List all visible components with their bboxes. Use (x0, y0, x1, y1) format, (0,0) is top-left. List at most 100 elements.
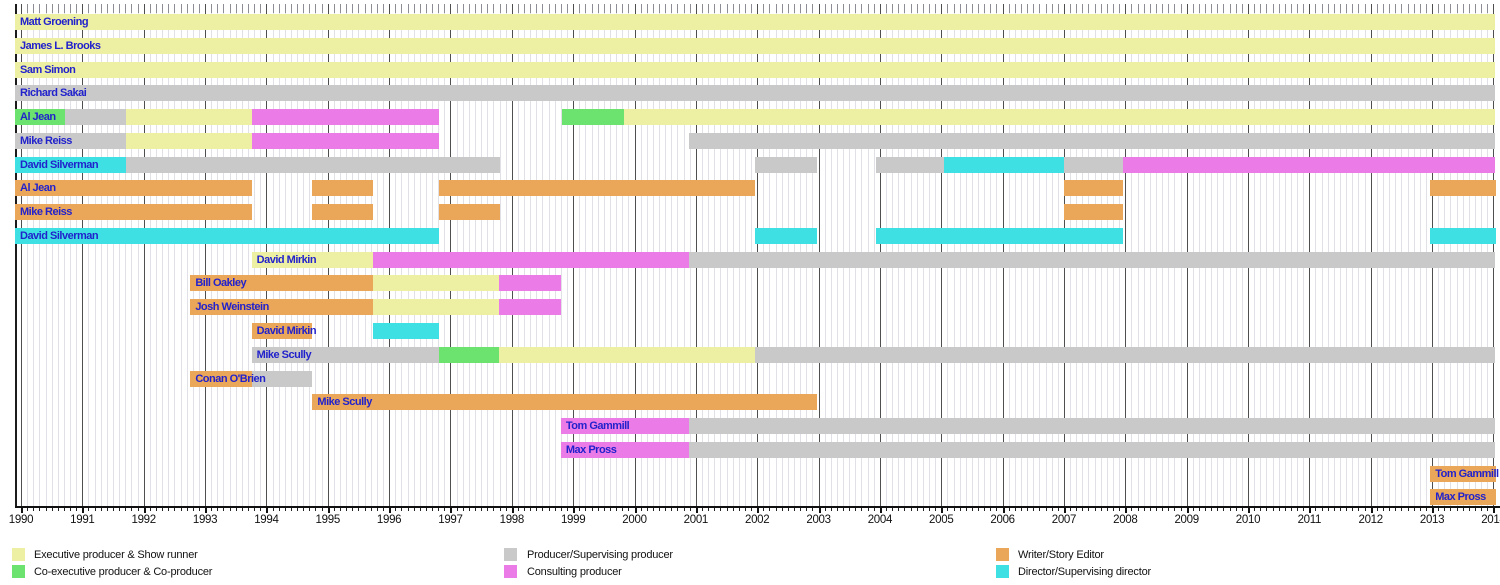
minor-top-tick (1241, 4, 1243, 13)
bar-segment-consulting-producer (1123, 156, 1495, 173)
minor-top-tick (1100, 4, 1102, 13)
axis-year-label: 2005 (929, 514, 954, 526)
axis-minor-tick (499, 507, 501, 511)
minor-top-tick (530, 4, 532, 13)
axis-minor-tick (51, 507, 53, 511)
minor-top-tick (321, 4, 323, 13)
axis-major-tick (695, 507, 698, 513)
minor-top-tick (1057, 4, 1059, 13)
axis-minor-tick (1039, 507, 1041, 511)
bar-segment-producer-supervising-producer (251, 370, 312, 387)
x-axis-line (15, 505, 1500, 508)
bar-label: Conan O'Brien (195, 372, 266, 385)
minor-top-tick (1119, 4, 1121, 13)
axis-minor-tick (137, 507, 139, 511)
bar-segment-consulting-producer (560, 418, 690, 435)
minor-top-tick (1413, 4, 1415, 13)
minor-gridline (113, 4, 115, 506)
minor-top-tick (1094, 4, 1096, 13)
axis-minor-tick (1321, 507, 1323, 511)
axis-minor-tick (1474, 507, 1476, 511)
minor-top-tick (57, 4, 59, 13)
minor-gridline (211, 4, 213, 506)
bar-segment-executive-producer-show-runner (372, 299, 499, 316)
axis-year-label: 2010 (1235, 514, 1261, 526)
minor-top-tick (855, 4, 857, 13)
minor-top-tick (333, 4, 335, 13)
bar-segment-executive-producer-show-runner (498, 346, 756, 363)
minor-top-tick (309, 4, 311, 13)
minor-top-tick (33, 4, 35, 13)
axis-minor-tick (1094, 507, 1096, 511)
minor-top-tick (1223, 4, 1225, 13)
minor-top-tick (622, 4, 624, 13)
bar-segment-co-executive-producer-co-producer (438, 346, 499, 363)
minor-top-tick (738, 4, 740, 13)
bar-segment-writer-story-editor (251, 323, 313, 339)
axis-minor-tick (180, 507, 182, 511)
minor-top-tick (425, 4, 427, 13)
minor-top-tick (1088, 4, 1090, 13)
axis-year-label: 2001 (683, 514, 709, 526)
axis-minor-tick (333, 507, 335, 511)
axis-major-tick (634, 507, 637, 513)
bar-label: David Silverman (20, 229, 99, 242)
bar-segment-executive-producer-show-runner (15, 61, 1495, 78)
minor-top-tick (1401, 4, 1403, 13)
axis-minor-tick (928, 507, 930, 511)
axis-minor-tick (849, 507, 851, 511)
axis-minor-tick (1180, 507, 1182, 511)
bar-label: Bill Oakley (195, 277, 247, 290)
axis-minor-tick (1327, 507, 1329, 511)
minor-top-tick (683, 4, 685, 13)
minor-top-tick (1352, 4, 1354, 13)
minor-top-tick (763, 4, 765, 13)
axis-minor-tick (910, 507, 912, 511)
minor-top-tick (493, 4, 495, 13)
minor-top-tick (1217, 4, 1219, 13)
minor-top-tick (652, 4, 654, 13)
minor-top-tick (27, 4, 29, 13)
axis-major-tick (573, 507, 576, 513)
axis-minor-tick (671, 507, 673, 511)
minor-top-tick (119, 4, 121, 13)
plot-left-border (15, 4, 17, 508)
minor-top-tick (241, 4, 243, 13)
minor-top-tick (1376, 4, 1378, 13)
minor-gridline (100, 4, 102, 506)
minor-top-tick (358, 4, 360, 13)
axis-minor-tick (622, 507, 624, 511)
axis-year-label: 2009 (1174, 514, 1199, 526)
axis-minor-tick (1057, 507, 1059, 511)
year-gridline (205, 4, 207, 506)
axis-minor-tick (1131, 507, 1133, 511)
bar-segment-producer-supervising-producer (689, 251, 1495, 268)
axis-minor-tick (836, 507, 838, 511)
minor-top-tick (1162, 4, 1164, 13)
bar-label: Mike Reiss (20, 206, 72, 219)
axis-minor-tick (978, 507, 980, 511)
axis-minor-tick (1198, 507, 1200, 511)
axis-minor-tick (916, 507, 918, 511)
minor-top-tick (1192, 4, 1194, 13)
minor-top-tick (1333, 4, 1335, 13)
axis-minor-tick (787, 507, 789, 511)
minor-top-tick (849, 4, 851, 13)
axis-minor-tick (843, 507, 845, 511)
bar-segment-producer-supervising-producer (689, 441, 1495, 458)
axis-minor-tick (548, 507, 550, 511)
minor-top-tick (971, 4, 973, 13)
bar-segment-writer-story-editor (190, 370, 252, 387)
minor-top-tick (198, 4, 200, 13)
axis-minor-tick (1425, 507, 1427, 511)
minor-top-tick (63, 4, 65, 13)
axis-minor-tick (591, 507, 593, 511)
axis-minor-tick (1223, 507, 1225, 511)
minor-top-tick (1008, 4, 1010, 13)
bar-segment-writer-story-editor (190, 299, 373, 316)
minor-top-tick (1438, 4, 1440, 13)
legend-swatch-producer (504, 548, 517, 561)
minor-top-tick (1419, 4, 1421, 13)
bar-segment-producer-supervising-producer (755, 346, 1495, 363)
axis-minor-tick (1413, 507, 1415, 511)
